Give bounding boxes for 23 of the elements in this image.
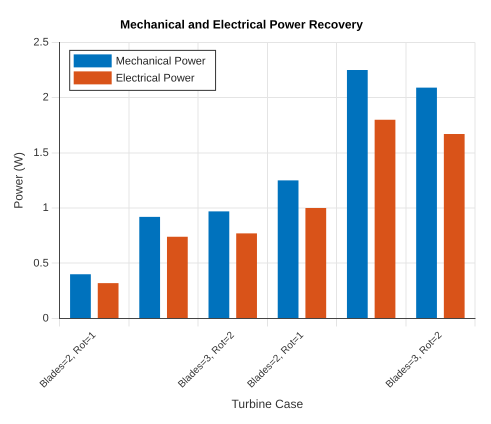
x-axis-title: Turbine Case	[232, 397, 304, 412]
y-tick-label: 2	[42, 92, 49, 104]
bar	[98, 283, 119, 318]
legend-label: Mechanical Power	[116, 55, 206, 68]
bar	[70, 274, 91, 318]
bar	[139, 216, 160, 318]
bar	[416, 88, 437, 318]
bar	[208, 211, 230, 318]
y-tick-label: 0.5	[33, 257, 49, 270]
chart-title: Mechanical and Electrical Power Recovery	[120, 18, 364, 32]
bar	[236, 233, 257, 318]
y-tick-label: 2.5	[33, 36, 49, 48]
bar	[305, 208, 326, 318]
bar	[444, 134, 465, 318]
y-axis-title: Power (W)	[12, 152, 26, 209]
bar	[346, 70, 368, 318]
bar	[374, 120, 396, 318]
bar	[278, 180, 298, 318]
y-tick-label: 0	[42, 312, 49, 324]
y-tick-label: 1.5	[33, 146, 49, 159]
bar	[166, 236, 188, 318]
legend-label: Electrical Power	[116, 72, 195, 84]
y-tick-label: 1	[42, 202, 49, 214]
